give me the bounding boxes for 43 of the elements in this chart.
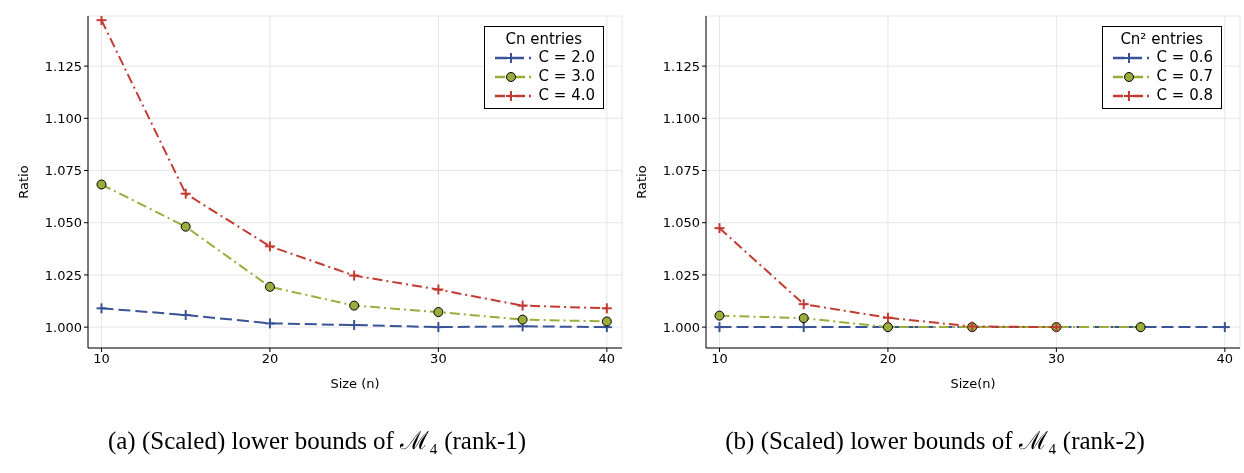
- point: [349, 300, 360, 311]
- text: (a) (Scaled) lower bounds of ℳ₄ (rank-1): [106, 426, 528, 456]
- x-tick-label: 30: [1048, 351, 1065, 367]
- legend-label: C = 2.0: [538, 48, 595, 67]
- y-tick-label: 1.050: [44, 215, 82, 231]
- point: [433, 307, 444, 318]
- legend-label: C = 0.7: [1156, 67, 1213, 86]
- legend-title: Cn² entries: [1119, 30, 1205, 48]
- point: [517, 314, 528, 325]
- legend-label: C = 3.0: [538, 67, 595, 86]
- x-tick-label: 20: [261, 351, 279, 367]
- x-tick-label: 40: [598, 351, 616, 367]
- x-tick-label: 10: [93, 351, 110, 367]
- x-tick-label: 20: [879, 351, 897, 367]
- y-tick-label: 1.100: [662, 110, 700, 126]
- y-tick-label: 1.100: [44, 110, 82, 126]
- y-tick-label: 1.000: [44, 319, 82, 335]
- legend-label: C = 0.6: [1156, 48, 1213, 67]
- y-tick-label: 1.125: [44, 58, 82, 74]
- y-axis-title: Ratio: [15, 165, 31, 199]
- y-tick-label: 1.125: [662, 58, 700, 74]
- point: [180, 221, 191, 232]
- y-tick-label: 1.050: [662, 215, 700, 231]
- legend-label: C = 4.0: [538, 86, 595, 105]
- point: [264, 281, 275, 292]
- y-tick-label: 1.075: [662, 163, 700, 179]
- point: [601, 316, 612, 327]
- legend-title: Cn entries: [504, 30, 584, 48]
- x-axis-title: Size (n): [330, 376, 380, 391]
- point: [714, 310, 725, 321]
- text: (b) (Scaled) lower bounds of ℳ₄ (rank-2): [724, 426, 1146, 456]
- y-tick-label: 1.025: [662, 267, 700, 283]
- x-tick-label: 30: [430, 351, 447, 367]
- y-tick-label: 1.025: [44, 267, 82, 283]
- y-tick-label: 1.000: [662, 319, 700, 335]
- legend-label: C = 0.8: [1156, 86, 1213, 105]
- x-tick-label: 40: [1216, 351, 1234, 367]
- point: [96, 179, 107, 190]
- y-tick-label: 1.075: [44, 163, 82, 179]
- x-tick-label: 10: [711, 351, 728, 367]
- y-axis-title: Ratio: [633, 165, 649, 199]
- x-axis-title: Size(n): [950, 376, 996, 391]
- point: [798, 313, 809, 324]
